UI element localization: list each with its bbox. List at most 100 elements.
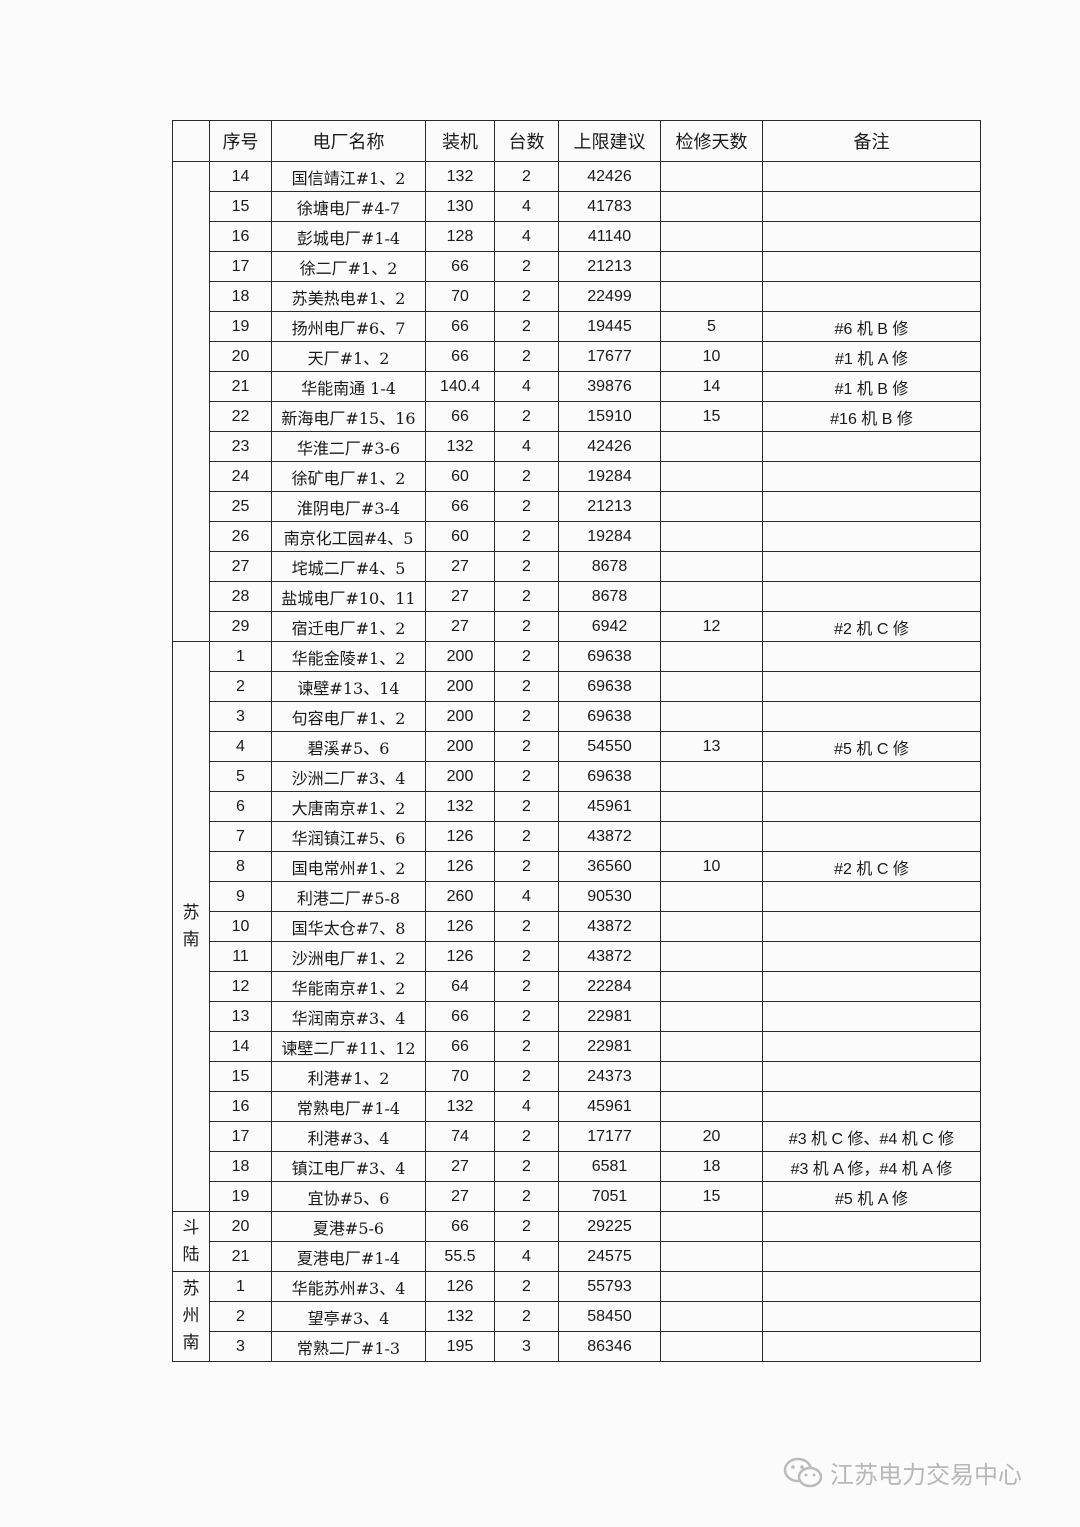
unit-count-cell: 2 (494, 491, 559, 522)
plant-name-cell: 彭城电厂#1-4 (271, 221, 426, 252)
maintenance-days-cell (660, 1211, 763, 1242)
upper-limit-cell: 36560 (558, 851, 661, 882)
table-row: 10 国华太仓#7、8 126 2 43872 (173, 911, 981, 942)
remarks-cell (762, 1301, 981, 1332)
table-row: 17 徐二厂#1、2 66 2 21213 (173, 251, 981, 282)
unit-count-cell: 2 (494, 1181, 559, 1212)
header-index: 序号 (209, 120, 272, 162)
maintenance-days-cell: 10 (660, 851, 763, 882)
region-cell: 苏州南 (172, 1271, 210, 1362)
index-cell: 7 (209, 821, 272, 852)
remarks-cell: #2 机 C 修 (762, 611, 981, 642)
unit-count-cell: 2 (494, 401, 559, 432)
remarks-cell: #1 机 B 修 (762, 371, 981, 402)
maintenance-days-cell (660, 671, 763, 702)
capacity-cell: 66 (425, 251, 495, 282)
upper-limit-cell: 86346 (558, 1331, 661, 1362)
table-row: 19 宜协#5、6 27 2 7051 15 #5 机 A 修 (173, 1181, 981, 1212)
upper-limit-cell: 43872 (558, 821, 661, 852)
remarks-cell (762, 881, 981, 912)
upper-limit-cell: 42426 (558, 161, 661, 192)
remarks-cell (762, 761, 981, 792)
plant-name-cell: 国华太仓#7、8 (271, 911, 426, 942)
unit-count-cell: 2 (494, 281, 559, 312)
table-row: 11 沙洲电厂#1、2 126 2 43872 (173, 941, 981, 972)
capacity-cell: 70 (425, 1061, 495, 1092)
table-row: 18 苏美热电#1、2 70 2 22499 (173, 281, 981, 312)
remarks-cell (762, 431, 981, 462)
index-cell: 21 (209, 1241, 272, 1272)
capacity-cell: 200 (425, 671, 495, 702)
remarks-cell (762, 551, 981, 582)
remarks-cell: #5 机 A 修 (762, 1181, 981, 1212)
plant-table: 序号 电厂名称 装机 台数 上限建议 检修天数 备注 14 国信靖江#1、2 132… (172, 120, 981, 1362)
maintenance-days-cell (660, 701, 763, 732)
plant-name-cell: 国电常州#1、2 (271, 851, 426, 882)
index-cell: 18 (209, 1151, 272, 1182)
upper-limit-cell: 41140 (558, 221, 661, 252)
maintenance-days-cell (660, 1331, 763, 1362)
index-cell: 15 (209, 191, 272, 222)
remarks-cell: #2 机 C 修 (762, 851, 981, 882)
plant-name-cell: 宿迁电厂#1、2 (271, 611, 426, 642)
plant-name-cell: 碧溪#5、6 (271, 731, 426, 762)
capacity-cell: 27 (425, 1181, 495, 1212)
capacity-cell: 27 (425, 611, 495, 642)
maintenance-days-cell: 14 (660, 371, 763, 402)
capacity-cell: 66 (425, 1001, 495, 1032)
upper-limit-cell: 43872 (558, 911, 661, 942)
remarks-cell (762, 821, 981, 852)
plant-name-cell: 新海电厂#15、16 (271, 401, 426, 432)
index-cell: 19 (209, 311, 272, 342)
plant-name-cell: 夏港电厂#1-4 (271, 1241, 426, 1272)
capacity-cell: 74 (425, 1121, 495, 1152)
remarks-cell (762, 161, 981, 192)
capacity-cell: 60 (425, 461, 495, 492)
remarks-cell (762, 791, 981, 822)
index-cell: 21 (209, 371, 272, 402)
remarks-cell (762, 1271, 981, 1302)
upper-limit-cell: 22284 (558, 971, 661, 1002)
unit-count-cell: 2 (494, 731, 559, 762)
unit-count-cell: 4 (494, 371, 559, 402)
unit-count-cell: 2 (494, 161, 559, 192)
index-cell: 3 (209, 701, 272, 732)
capacity-cell: 132 (425, 791, 495, 822)
maintenance-days-cell (660, 221, 763, 252)
unit-count-cell: 4 (494, 1241, 559, 1272)
maintenance-days-cell: 18 (660, 1151, 763, 1182)
unit-count-cell: 2 (494, 551, 559, 582)
upper-limit-cell: 8678 (558, 581, 661, 612)
plant-name-cell: 大唐南京#1、2 (271, 791, 426, 822)
index-cell: 2 (209, 1301, 272, 1332)
index-cell: 29 (209, 611, 272, 642)
header-maintenance-days: 检修天数 (660, 120, 763, 162)
remarks-cell (762, 1031, 981, 1062)
maintenance-days-cell (660, 191, 763, 222)
index-cell: 23 (209, 431, 272, 462)
upper-limit-cell: 21213 (558, 251, 661, 282)
capacity-cell: 64 (425, 971, 495, 1002)
index-cell: 22 (209, 401, 272, 432)
plant-name-cell: 镇江电厂#3、4 (271, 1151, 426, 1182)
index-cell: 25 (209, 491, 272, 522)
unit-count-cell: 2 (494, 581, 559, 612)
maintenance-days-cell (660, 1031, 763, 1062)
index-cell: 4 (209, 731, 272, 762)
index-cell: 13 (209, 1001, 272, 1032)
remarks-cell (762, 521, 981, 552)
header-remarks: 备注 (762, 120, 981, 162)
remarks-cell (762, 461, 981, 492)
plant-name-cell: 望亭#3、4 (271, 1301, 426, 1332)
table-row: 19 扬州电厂#6、7 66 2 19445 5 #6 机 B 修 (173, 311, 981, 342)
table-row: 9 利港二厂#5-8 260 4 90530 (173, 881, 981, 912)
unit-count-cell: 2 (494, 941, 559, 972)
maintenance-days-cell (660, 431, 763, 462)
table-row: 苏南 1 华能金陵#1、2 200 2 69638 (172, 641, 981, 1212)
table-row: 4 碧溪#5、6 200 2 54550 13 #5 机 C 修 (173, 731, 981, 762)
index-cell: 6 (209, 791, 272, 822)
remarks-cell (762, 941, 981, 972)
maintenance-days-cell (660, 551, 763, 582)
unit-count-cell: 2 (494, 251, 559, 282)
capacity-cell: 66 (425, 311, 495, 342)
